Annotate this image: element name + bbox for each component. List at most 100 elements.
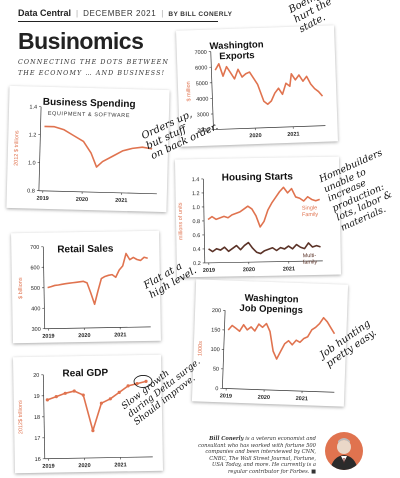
gdp-ytick-label: 20 — [33, 373, 39, 379]
gdp-data-point — [144, 379, 148, 383]
housing-ytick-label: 1.4 — [192, 177, 200, 183]
housing-chart-card: Housing Starts 0.2 0.4 0.6 0.8 1.0 1.2 1.4 milli… — [174, 156, 342, 278]
jobs-chart: WashingtonJob Openings 0 50 100 150 200 1000s 2… — [198, 292, 336, 402]
retail-chart-title: Retail Sales — [57, 244, 114, 256]
retail-chart-card: Retail Sales 300 400 500 600 700 $ billions 201… — [11, 230, 161, 344]
jobs-ytick-label: 0 — [215, 386, 218, 392]
exports-annotation: Boeing's problems hurt the state. — [287, 0, 334, 36]
housing-ytick-label: 0.4 — [193, 247, 201, 253]
gdp-ytick-label: 18 — [34, 415, 40, 421]
gdp-ytick-label: 19 — [34, 394, 40, 400]
gdp-data-point — [99, 401, 104, 405]
retail-x-axis — [44, 326, 151, 330]
exports-ytick-label: 6000 — [195, 65, 207, 71]
page-subtitle: CONNECTING THE DOTS BETWEEN THE ECONOMY … — [18, 59, 169, 77]
masthead: Data Central | DECEMBER 2021 | BY BILL CONER… — [18, 8, 233, 18]
gdp-chart: Real GDP 16 17 18 19 20 2012$ trillions 2019 202… — [18, 368, 153, 470]
jobs-ylabel: 1000s — [198, 341, 205, 356]
exports-chart: WashingtonExports 2000 3000 4000 5000 6000 700… — [186, 39, 326, 139]
housing-x-axis — [204, 260, 323, 264]
housing-series-name-0: SingleFamily — [302, 205, 319, 218]
exports-ytick-label: 5000 — [196, 81, 208, 87]
gdp-ytick-label: 16 — [35, 457, 41, 463]
spending-ylabel: 2012 $ trillions — [14, 130, 21, 166]
retail-xtick-label: 2020 — [78, 333, 90, 339]
exports-x-axis — [213, 125, 326, 130]
gdp-y-axis — [42, 374, 46, 459]
retail-xtick-label: 2019 — [42, 334, 54, 340]
gdp-xtick-label: 2020 — [78, 463, 90, 469]
exports-y-axis — [210, 51, 214, 130]
retail-chart: Retail Sales 300 400 500 600 700 $ billions 201… — [18, 244, 151, 340]
gdp-highlight-circle — [133, 375, 153, 388]
gdp-ytick-label: 17 — [34, 436, 40, 442]
retail-ytick-label: 700 — [30, 245, 39, 251]
gdp-data-point — [126, 384, 130, 388]
jobs-ytick-label: 200 — [212, 308, 221, 314]
retail-xtick-label: 2021 — [114, 332, 126, 338]
retail-ytick-label: 600 — [30, 265, 39, 271]
brand-name: Data Central — [18, 8, 72, 18]
housing-ytick-label: 1.2 — [192, 191, 200, 197]
jobs-series-line-0 — [227, 316, 336, 360]
gdp-xtick-label: 2021 — [114, 462, 126, 468]
exports-xtick-label: 2021 — [287, 132, 299, 138]
housing-ytick-label: 0.2 — [193, 261, 201, 267]
spending-series-line-0 — [44, 125, 153, 168]
exports-chart-card: WashingtonExports 2000 3000 4000 5000 6000 700… — [176, 25, 338, 147]
exports-ytick-label: 4000 — [196, 97, 208, 103]
housing-series-name-1: Multi-family — [303, 253, 318, 266]
housing-chart-title: Housing Starts — [222, 171, 294, 183]
exports-series-line-0 — [214, 63, 324, 106]
byline: BY BILL CONERLY — [168, 11, 233, 18]
exports-ytick-label: 3000 — [197, 112, 209, 118]
retail-y-axis — [42, 246, 46, 329]
gdp-data-point — [117, 390, 121, 394]
jobs-xtick-label: 2020 — [258, 395, 270, 401]
jobs-chart-title: WashingtonJob Openings — [239, 292, 303, 316]
gdp-data-point — [135, 382, 139, 386]
housing-ylabel: millions of units — [178, 202, 185, 240]
gdp-data-point — [45, 398, 49, 402]
spending-chart-title: Business Spending — [43, 97, 136, 110]
jobs-xtick-label: 2019 — [220, 393, 232, 399]
jobs-xtick-label: 2021 — [296, 396, 308, 402]
issue-date: DECEMBER 2021 — [83, 9, 157, 18]
retail-ylabel: $ billions — [18, 277, 24, 299]
gdp-data-point — [91, 429, 95, 433]
retail-ytick-label: 300 — [32, 327, 41, 333]
housing-xtick-label: 2021 — [283, 266, 295, 272]
retail-series-line-0 — [47, 252, 148, 306]
gdp-x-axis — [44, 456, 153, 460]
gdp-data-point — [108, 397, 112, 401]
housing-series-line-0 — [207, 186, 320, 228]
spending-ytick-label: 1.4 — [29, 104, 37, 110]
gdp-data-point — [54, 395, 58, 399]
gdp-chart-card: Real GDP 16 17 18 19 20 2012$ trillions 2019 202… — [12, 354, 164, 474]
housing-ytick-label: 0.8 — [192, 219, 200, 225]
spending-ytick-label: 0.8 — [27, 188, 35, 194]
author-bio: Bill Conerly is a veteran economist and … — [198, 436, 316, 475]
jobs-ytick-label: 150 — [211, 327, 220, 333]
spending-x-axis — [38, 190, 157, 195]
jobs-y-axis — [222, 310, 226, 389]
spending-y-axis — [38, 106, 42, 191]
spending-ytick-label: 1.2 — [29, 132, 37, 138]
jobs-chart-card: WashingtonJob Openings 0 50 100 150 200 1000s 2… — [191, 279, 349, 407]
housing-y-axis — [202, 178, 206, 263]
exports-ytick-label: 2000 — [197, 128, 209, 134]
exports-ylabel: $ million — [186, 81, 193, 101]
spending-xtick-label: 2019 — [36, 196, 48, 202]
housing-series-line-1 — [208, 241, 321, 255]
spending-ytick-label: 1.0 — [28, 160, 36, 166]
jobs-x-axis — [222, 388, 335, 393]
housing-ytick-label: 1.0 — [192, 205, 200, 211]
retail-ytick-label: 400 — [31, 306, 40, 312]
housing-xtick-label: 2019 — [203, 268, 215, 274]
gdp-data-point — [72, 389, 76, 393]
exports-xtick-label: 2020 — [249, 133, 261, 139]
spending-chart-subtitle: EQUIPMENT & SOFTWARE — [48, 111, 130, 119]
exports-chart-title: WashingtonExports — [209, 39, 264, 62]
author-name: Bill Conerly — [209, 436, 244, 442]
